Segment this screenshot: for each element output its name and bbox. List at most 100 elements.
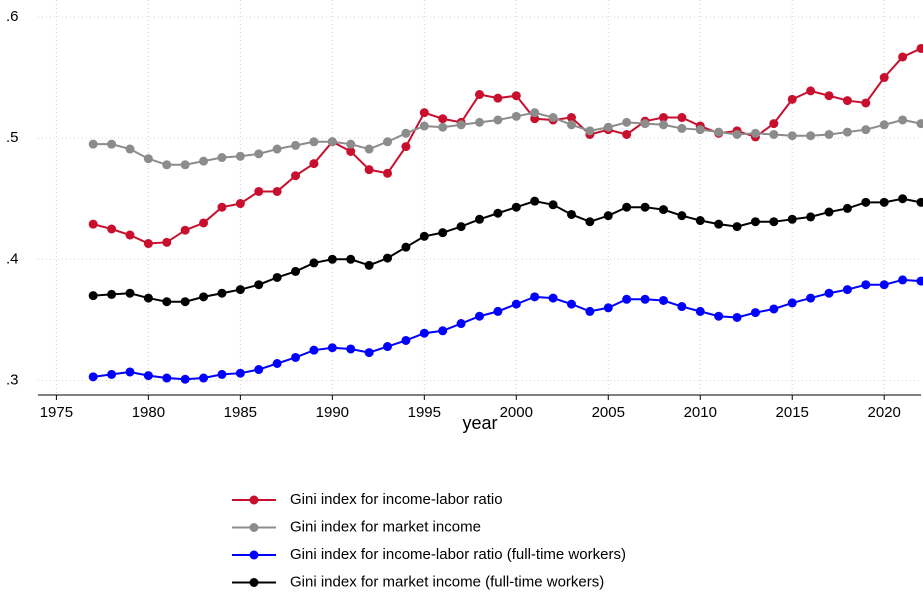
data-point	[456, 319, 466, 329]
data-point	[658, 295, 668, 305]
data-point	[88, 372, 98, 382]
y-tick-label: .6	[6, 8, 19, 25]
legend-label: Gini index for income-labor ratio	[290, 491, 503, 508]
data-point	[291, 140, 301, 150]
data-point	[750, 308, 760, 318]
data-point	[493, 115, 503, 125]
data-point	[125, 144, 135, 154]
data-point	[107, 224, 117, 234]
data-point	[548, 113, 558, 123]
data-point	[898, 52, 908, 62]
legend-marker	[249, 550, 259, 560]
data-point	[622, 117, 632, 127]
legend-marker	[249, 578, 259, 587]
data-point	[143, 239, 153, 249]
data-point	[603, 211, 613, 221]
data-point	[732, 129, 742, 139]
data-point	[732, 222, 742, 232]
data-point	[530, 196, 540, 206]
data-point	[475, 117, 484, 127]
data-point	[217, 202, 227, 212]
data-point	[806, 212, 816, 222]
data-point	[806, 293, 816, 303]
data-point	[658, 113, 668, 123]
data-point	[383, 253, 393, 263]
data-point	[254, 365, 264, 375]
data-point	[346, 146, 356, 156]
data-point	[217, 369, 227, 379]
data-point	[364, 348, 374, 358]
data-point	[143, 293, 153, 303]
data-point	[566, 113, 576, 123]
data-point	[327, 137, 337, 147]
data-point	[695, 306, 705, 316]
x-tick-label: 1985	[224, 404, 257, 421]
data-point	[162, 160, 172, 170]
data-point	[585, 217, 595, 227]
data-point	[346, 344, 356, 354]
x-tick-label: 2015	[776, 404, 809, 421]
data-point	[254, 280, 264, 290]
data-point	[383, 137, 393, 147]
data-point	[898, 275, 908, 285]
data-point	[842, 285, 852, 295]
data-point	[548, 293, 558, 303]
data-point	[419, 231, 429, 241]
data-point	[493, 93, 503, 103]
data-point	[235, 285, 245, 295]
data-point	[806, 131, 816, 141]
data-point	[769, 119, 779, 129]
data-point	[475, 214, 484, 224]
data-point	[622, 294, 632, 304]
data-point	[806, 86, 816, 96]
data-point	[842, 96, 852, 106]
data-point	[125, 288, 135, 298]
data-point	[217, 288, 227, 298]
data-point	[677, 123, 687, 133]
data-point	[493, 208, 503, 218]
data-point	[364, 144, 374, 154]
data-point	[438, 122, 448, 132]
data-point	[327, 254, 337, 264]
legend-marker	[249, 495, 259, 505]
data-point	[364, 260, 374, 270]
data-point	[199, 373, 209, 383]
data-point	[916, 119, 923, 129]
data-point	[235, 199, 245, 209]
series-line	[92, 47, 922, 245]
x-tick-label: 1995	[408, 404, 441, 421]
data-point	[714, 127, 724, 137]
data-point	[180, 297, 190, 307]
data-point	[383, 168, 393, 178]
data-point	[861, 125, 871, 135]
data-point	[125, 367, 135, 377]
data-point	[401, 242, 411, 252]
data-point	[750, 128, 760, 138]
series-line	[93, 278, 922, 381]
legend-marker	[249, 523, 259, 532]
data-point	[475, 90, 484, 100]
data-point	[107, 139, 117, 149]
data-point	[419, 108, 429, 118]
data-point	[438, 228, 448, 238]
data-point	[787, 214, 797, 224]
data-point	[824, 129, 834, 139]
data-point	[658, 120, 668, 130]
data-point	[640, 294, 650, 304]
data-point	[622, 129, 632, 139]
data-point	[714, 311, 724, 321]
data-point	[530, 292, 540, 302]
legend-label: Gini index for market income (full-time …	[290, 573, 604, 590]
data-point	[419, 328, 429, 338]
data-point	[180, 374, 190, 384]
data-point	[769, 129, 779, 139]
data-point	[916, 197, 923, 207]
data-point	[695, 125, 705, 135]
data-point	[714, 219, 724, 229]
data-point	[916, 43, 923, 53]
data-point	[107, 289, 117, 299]
data-point	[530, 108, 540, 118]
x-tick-label: 2010	[684, 404, 717, 421]
data-point	[199, 292, 209, 302]
data-point	[180, 160, 190, 170]
